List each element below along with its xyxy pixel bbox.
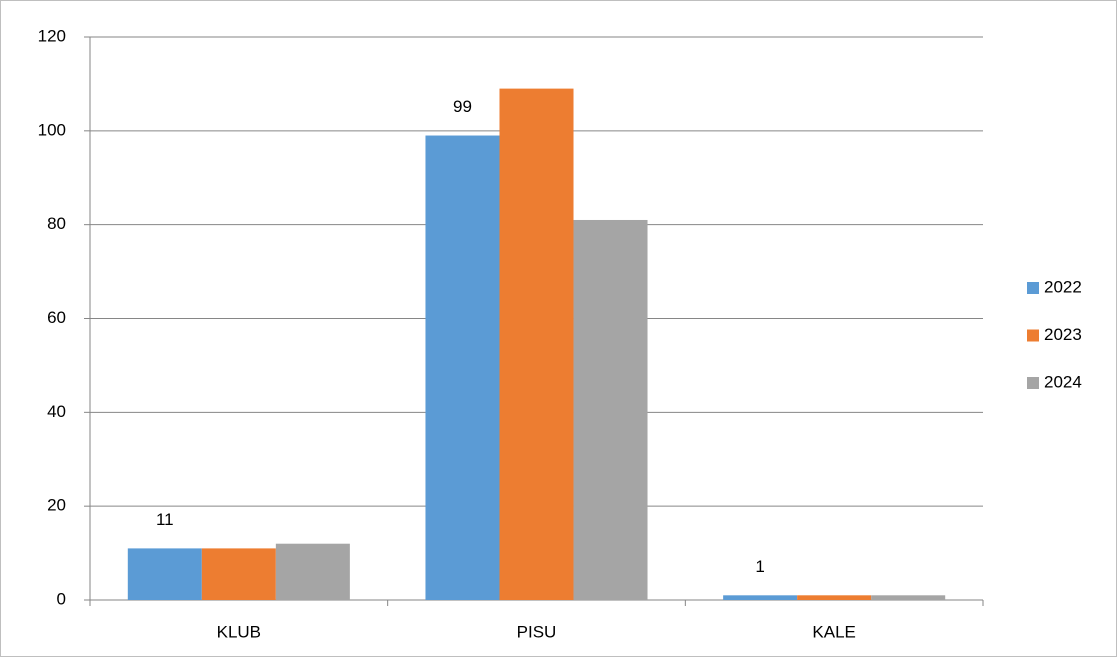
legend-swatch: [1027, 377, 1039, 389]
x-tick-label: KLUB: [217, 622, 261, 641]
bar: [275, 543, 350, 600]
y-tick-label: 20: [47, 496, 66, 515]
x-tick-label: PISU: [517, 622, 557, 641]
y-tick-label: 80: [47, 214, 66, 233]
y-tick-label: 120: [38, 26, 66, 45]
legend-swatch: [1027, 329, 1039, 342]
y-tick-label: 0: [57, 589, 66, 608]
bar: [425, 135, 500, 600]
y-tick-label: 60: [47, 308, 66, 327]
bar: [201, 548, 276, 600]
legend-label: 2023: [1044, 325, 1082, 344]
y-tick-label: 100: [38, 120, 66, 139]
bar: [723, 595, 798, 600]
data-label: 11: [156, 510, 174, 529]
data-label: 99: [453, 97, 472, 116]
bar: [499, 88, 574, 600]
bar: [127, 548, 202, 600]
y-tick-label: 40: [47, 402, 66, 421]
bar: [573, 219, 648, 600]
bar: [797, 595, 872, 600]
legend-label: 2024: [1044, 372, 1082, 391]
data-label: 1: [755, 557, 764, 576]
legend-label: 2022: [1044, 277, 1082, 296]
x-tick-label: KALE: [812, 622, 855, 641]
legend-swatch: [1027, 282, 1039, 294]
bar: [871, 595, 946, 600]
